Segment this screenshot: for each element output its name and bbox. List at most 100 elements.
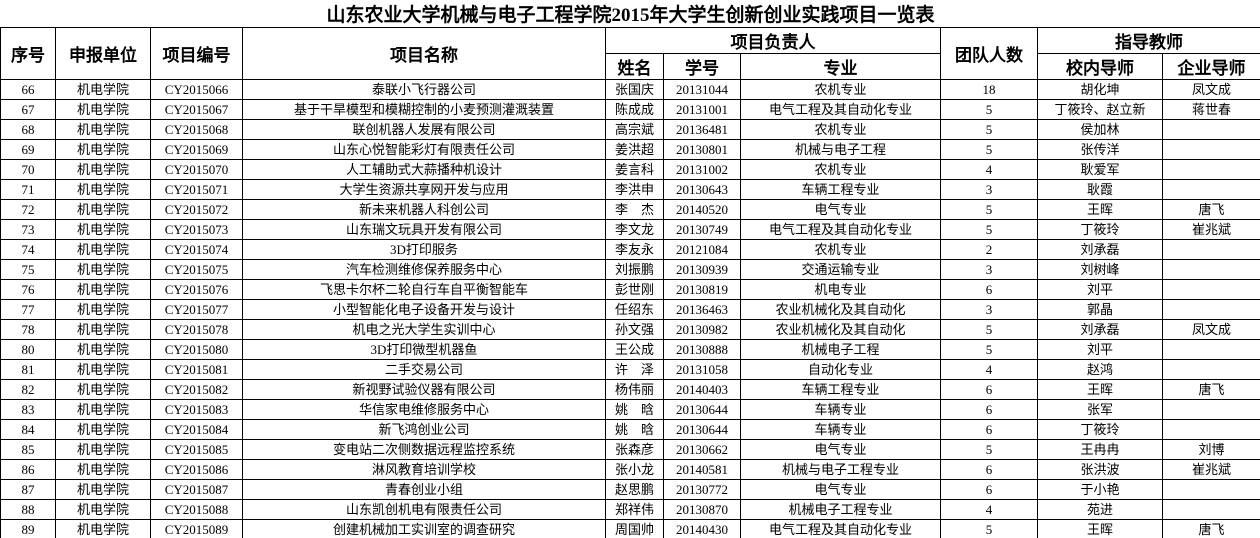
header-cell: 指导教师 <box>1036 27 1260 54</box>
table-cell: 刘博 <box>1161 439 1260 460</box>
table-cell: 20130870 <box>663 499 741 520</box>
table-cell: 20140520 <box>663 199 741 220</box>
table-cell: 高宗斌 <box>605 119 664 140</box>
table-cell: 76 <box>0 279 56 300</box>
table-cell: 20131002 <box>663 159 741 180</box>
table-cell: 苑进 <box>1037 499 1163 520</box>
table-cell: 姚 晗 <box>605 419 664 440</box>
table-cell: 83 <box>0 399 56 420</box>
table-cell <box>1161 139 1260 160</box>
header-cell: 项目名称 <box>242 27 606 80</box>
table-row: 83 机电学院 CY2015083 华信家电维修服务中心姚 晗 20130644 车辆专业… <box>0 399 1260 420</box>
table-cell: 机电学院 <box>55 139 151 160</box>
table-cell <box>1161 259 1260 280</box>
table-cell: 许 泽 <box>605 359 664 380</box>
table-cell: CY2015085 <box>150 439 243 460</box>
table-cell: 基于干旱模型和模糊控制的小麦预测灌溉装置 <box>242 99 606 120</box>
table-cell: 张国庆 <box>605 79 664 100</box>
table-cell: 20130772 <box>663 479 741 500</box>
table-cell: 机电学院 <box>55 179 151 200</box>
table-cell: 20136481 <box>663 119 741 140</box>
table-cell: 机械与电子工程 <box>740 139 941 160</box>
table-cell: 机电学院 <box>55 99 151 120</box>
table-cell: 电气工程及其自动化专业 <box>740 219 941 240</box>
table-cell: 车辆专业 <box>740 399 941 420</box>
table-cell: CY2015078 <box>150 319 243 340</box>
table-cell: 侯加林 <box>1037 119 1163 140</box>
table-cell: 陈成成 <box>605 99 664 120</box>
table-cell: 王晖 <box>1037 519 1163 538</box>
header-cell: 校内导师 <box>1037 53 1163 80</box>
table-cell: 80 <box>0 339 56 360</box>
table-cell: 82 <box>0 379 56 400</box>
table-cell: 20131044 <box>663 79 741 100</box>
table-cell: 机电学院 <box>55 439 151 460</box>
table-cell: 75 <box>0 259 56 280</box>
table-cell: 蒋世春 <box>1161 99 1260 120</box>
table-cell: 农机专业 <box>740 159 941 180</box>
table-row: 73 机电学院 CY2015073 山东瑞文玩具开发有限公司 李文龙 20130749 电气… <box>0 219 1260 240</box>
table-cell: 于小艳 <box>1037 479 1163 500</box>
table-cell: 车辆工程专业 <box>740 179 941 200</box>
table-cell: 6 <box>940 279 1038 300</box>
table-cell: 机电学院 <box>55 419 151 440</box>
table-cell: 机电专业 <box>740 279 941 300</box>
table-cell: 6 <box>940 379 1038 400</box>
table-cell: 机电学院 <box>55 459 151 480</box>
table-cell: 机电学院 <box>55 219 151 240</box>
table-cell: 3D打印服务 <box>242 239 606 260</box>
table-cell: 赵思鹏 <box>605 479 664 500</box>
table-cell: 电气工程及其自动化专业 <box>740 519 941 538</box>
table-cell: 机电学院 <box>55 399 151 420</box>
table-cell: 20136463 <box>663 299 741 320</box>
table-cell: 73 <box>0 219 56 240</box>
table-cell: 70 <box>0 159 56 180</box>
table-cell: 耿爱军 <box>1037 159 1163 180</box>
table-cell: 20130643 <box>663 179 741 200</box>
table-cell: 20130801 <box>663 139 741 160</box>
table-cell: 青春创业小组 <box>242 479 606 500</box>
table-cell: 68 <box>0 119 56 140</box>
table-cell: 87 <box>0 479 56 500</box>
table-cell: CY2015086 <box>150 459 243 480</box>
table-cell: CY2015070 <box>150 159 243 180</box>
table-cell: 唐飞 <box>1161 379 1260 400</box>
table-cell: 20130644 <box>663 419 741 440</box>
header-cell: 申报单位 <box>55 27 151 80</box>
table-cell: 3 <box>940 259 1038 280</box>
table-cell: 唐飞 <box>1161 199 1260 220</box>
table-cell: CY2015066 <box>150 79 243 100</box>
table-cell <box>1161 179 1260 200</box>
table-cell: 20131058 <box>663 359 741 380</box>
table-cell: 机电学院 <box>55 159 151 180</box>
table-cell: 农机专业 <box>740 239 941 260</box>
table-cell: 郭晶 <box>1037 299 1163 320</box>
table-cell: 任绍东 <box>605 299 664 320</box>
table-cell: 20131001 <box>663 99 741 120</box>
table-cell: 丁筱玲、赵立新 <box>1037 99 1163 120</box>
table-cell: 张森彦 <box>605 439 664 460</box>
table-body: 66 机电学院 CY2015066 泰联小飞行器公司 张国庆 20131044 农机专业 18… <box>0 79 1260 538</box>
table-cell: 创建机械加工实训室的调查研究 <box>242 519 606 538</box>
table-cell: 王晖 <box>1037 379 1163 400</box>
table-cell: 3 <box>940 179 1038 200</box>
table-cell: 5 <box>940 119 1038 140</box>
table-cell: 6 <box>940 419 1038 440</box>
header-cell: 项目负责人 <box>605 27 941 54</box>
table-cell: 山东心悦智能彩灯有限责任公司 <box>242 139 606 160</box>
table-cell: 6 <box>940 479 1038 500</box>
table-cell: 淋风教育培训学校 <box>242 459 606 480</box>
header-cell: 企业导师 <box>1161 53 1260 80</box>
table-cell: 3 <box>940 299 1038 320</box>
table-row: 80 机电学院 CY2015080 3D打印微型机器鱼 王公成 20130888 机械电子工… <box>0 339 1260 360</box>
table-cell: 77 <box>0 299 56 320</box>
table-row: 81 机电学院 CY2015081 二手交易公司许 泽 20131058 自动化专业 4 赵鸿 <box>0 359 1260 380</box>
table-row: 89 机电学院 CY2015089 创建机械加工实训室的调查研究 周国帅 20140430… <box>0 519 1260 538</box>
table-cell: 胡化坤 <box>1037 79 1163 100</box>
table-row: 76 机电学院 CY2015076 飞思卡尔杯二轮自行车自平衡智能车 彭世刚 201308… <box>0 279 1260 300</box>
table-cell: 李文龙 <box>605 219 664 240</box>
table-cell: 机电学院 <box>55 279 151 300</box>
table-row: 66 机电学院 CY2015066 泰联小飞行器公司 张国庆 20131044 农机专业 18… <box>0 79 1260 100</box>
table-cell: 5 <box>940 139 1038 160</box>
